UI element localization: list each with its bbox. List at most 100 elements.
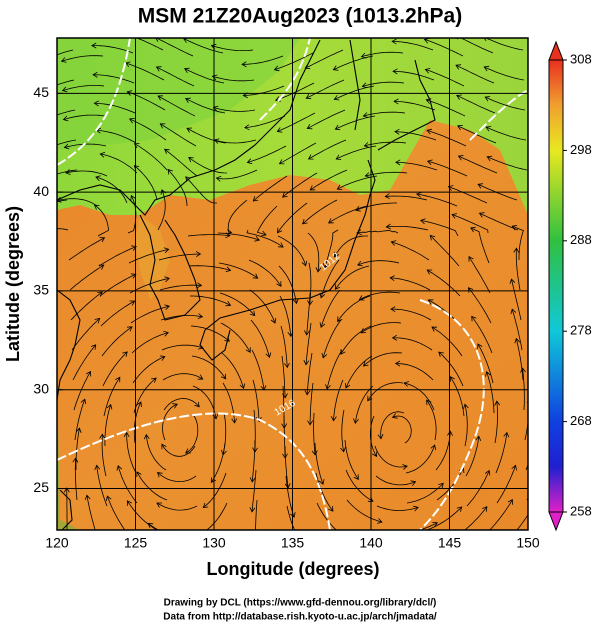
streamline <box>395 363 434 381</box>
streamline-arrow <box>484 96 491 102</box>
y-tick-label: 45 <box>33 84 49 100</box>
streamline <box>63 114 106 120</box>
streamline-arrow <box>305 93 312 100</box>
streamline <box>458 155 498 174</box>
streamline <box>284 445 289 488</box>
streamline-arrow <box>304 63 311 70</box>
streamline <box>322 319 342 358</box>
streamline <box>183 38 224 54</box>
streamline <box>70 291 103 321</box>
streamline-arrow <box>468 256 474 262</box>
streamline-arrow <box>126 90 133 96</box>
isobar <box>259 38 311 121</box>
streamline <box>305 322 312 365</box>
streamline-arrow <box>340 446 346 453</box>
streamline-arrow <box>520 367 526 373</box>
streamline-arrow <box>303 360 310 366</box>
streamline <box>363 111 406 117</box>
streamline-arrow <box>196 282 203 289</box>
streamline <box>185 98 226 114</box>
streamline-arrow <box>72 457 79 463</box>
streamline-arrow <box>514 337 521 344</box>
streamline-arrow <box>360 52 367 59</box>
streamline-arrow <box>471 315 477 322</box>
streamline-arrow <box>131 245 137 251</box>
streamline <box>306 79 345 99</box>
streamline <box>511 279 522 321</box>
x-tick-label: 125 <box>124 535 148 551</box>
streamline-arrow <box>494 400 501 406</box>
streamline <box>380 411 405 439</box>
streamline-arrow <box>335 154 342 160</box>
streamline <box>222 382 235 423</box>
streamline-arrow <box>376 518 383 524</box>
streamline-arrow <box>486 155 493 162</box>
streamline <box>145 434 167 471</box>
streamline <box>526 497 528 501</box>
streamline-arrow <box>157 471 163 478</box>
streamline <box>306 292 311 335</box>
streamline-arrow <box>115 376 121 383</box>
streamline-arrow <box>252 273 259 279</box>
streamline <box>135 38 164 51</box>
isobar <box>57 412 331 530</box>
streamline <box>156 502 198 511</box>
streamline-arrow <box>32 229 37 234</box>
x-tick-label: 140 <box>359 535 383 551</box>
streamline-arrow <box>355 206 361 212</box>
streamline <box>391 308 432 321</box>
colorbar-min-arrow <box>548 511 564 532</box>
streamline <box>185 415 199 454</box>
streamline-arrow <box>307 300 314 306</box>
streamline-arrow <box>163 247 170 254</box>
streamline <box>74 458 78 501</box>
streamline-arrow <box>338 531 343 536</box>
streamline-arrow <box>270 317 277 324</box>
y-tick-label: 30 <box>33 380 49 396</box>
streamline <box>246 229 284 248</box>
streamline <box>465 436 480 477</box>
streamline <box>464 404 468 447</box>
streamline <box>167 169 188 207</box>
grid <box>57 38 528 530</box>
streamline <box>251 439 256 482</box>
streamline-arrow <box>159 355 166 361</box>
streamline-arrow <box>106 495 112 502</box>
streamline <box>57 199 68 202</box>
streamline-arrow <box>426 159 433 166</box>
streamline-arrow <box>123 431 130 438</box>
streamline <box>376 505 419 511</box>
streamline <box>126 500 158 530</box>
streamline-arrow <box>394 360 401 367</box>
streamline <box>147 522 160 530</box>
streamline <box>69 264 105 291</box>
streamline <box>251 469 257 512</box>
streamline <box>309 169 348 191</box>
streamline <box>117 465 138 504</box>
streamline <box>57 49 74 56</box>
streamline-arrow <box>185 176 191 182</box>
streamline-arrow <box>249 310 256 317</box>
streamline-arrow <box>389 275 395 282</box>
streamline <box>307 533 337 562</box>
streamline-arrow <box>363 142 370 148</box>
streamline-arrow <box>321 352 328 359</box>
streamline <box>275 82 315 101</box>
streamline-arrow <box>384 193 390 200</box>
streamline-arrow <box>509 278 516 284</box>
streamline-arrow <box>128 118 135 124</box>
streamline-arrow <box>485 126 492 132</box>
streamline <box>57 169 78 175</box>
streamline <box>57 109 76 116</box>
streamline <box>101 434 107 477</box>
streamline-arrow <box>164 304 170 310</box>
streamline-arrow <box>541 462 546 467</box>
streamline-arrow <box>477 183 484 189</box>
streamline-arrow <box>133 143 140 149</box>
streamline <box>451 214 489 234</box>
streamline <box>515 338 524 381</box>
streamline <box>160 315 203 321</box>
streamline-arrow <box>195 251 202 258</box>
streamline <box>306 352 313 395</box>
streamline <box>218 262 258 279</box>
